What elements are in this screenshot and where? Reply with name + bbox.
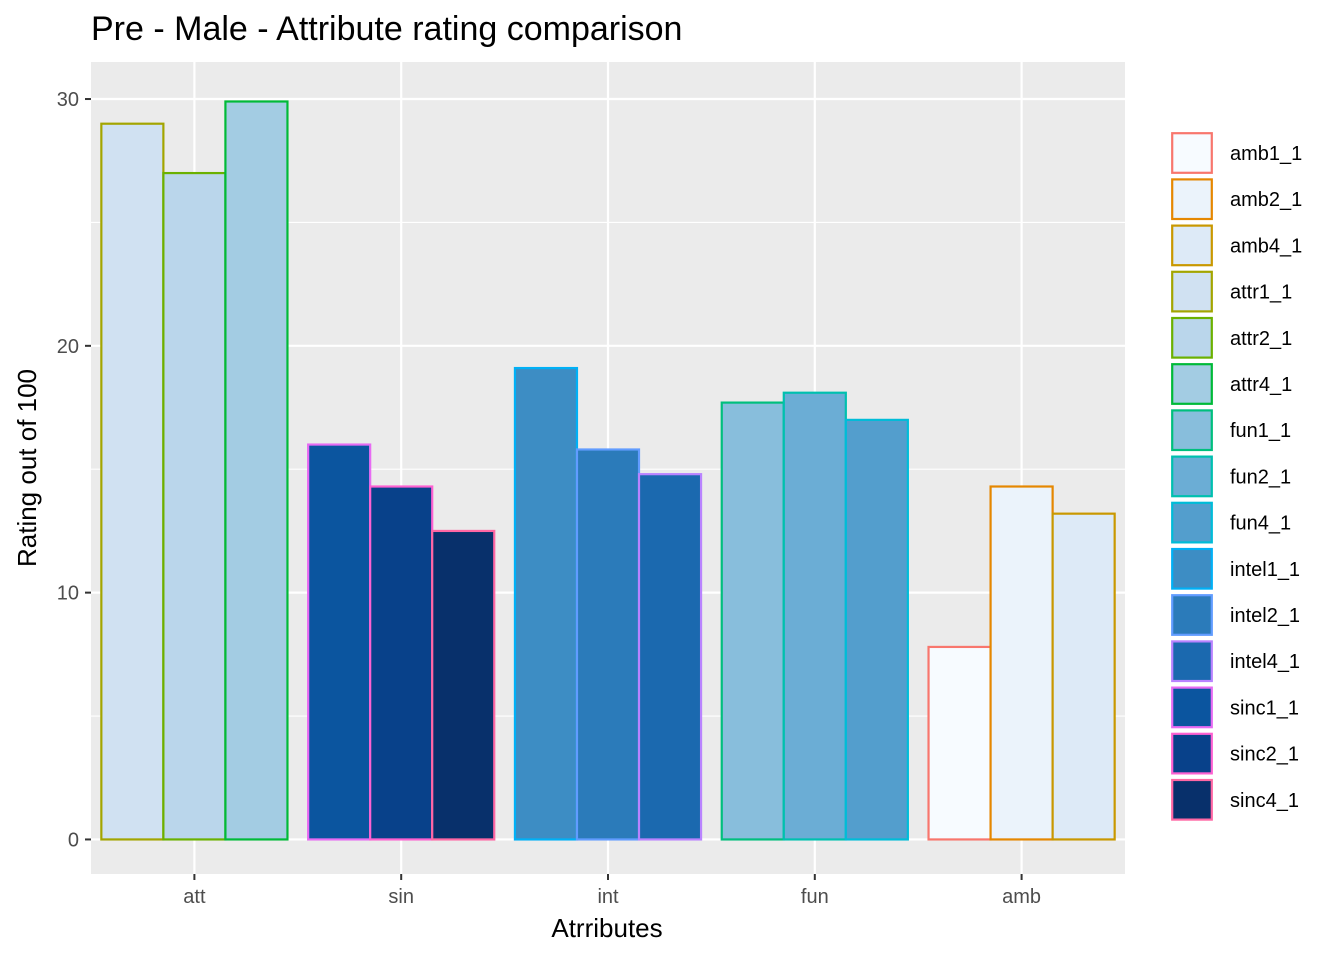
legend-label: fun4_1: [1230, 513, 1291, 535]
legend-label: intel4_1: [1230, 651, 1300, 673]
y-tick-label: 10: [57, 583, 79, 605]
legend-key-amb4_1: [1171, 224, 1213, 267]
x-tick-label: int: [597, 886, 619, 908]
x-axis: att sin int fun amb: [183, 874, 1041, 908]
bar-intel2_1: [575, 448, 641, 841]
bar-sinc2_1: [369, 485, 434, 841]
y-axis: 0 10 20 30: [57, 89, 91, 851]
legend-label: sinc2_1: [1230, 744, 1299, 766]
legend-key-attr2_1: [1171, 316, 1213, 359]
legend-label: attr2_1: [1230, 328, 1292, 350]
legend-key-intel4_1: [1171, 640, 1213, 683]
legend-label: amb4_1: [1230, 235, 1302, 257]
y-tick-label: 30: [57, 89, 79, 111]
legend-key-fun4_1: [1171, 501, 1213, 544]
bars-group: [100, 100, 1116, 841]
legend-key-sinc4_1: [1171, 778, 1213, 821]
legend-label: attr1_1: [1230, 282, 1292, 304]
bar-fun1_1: [720, 401, 785, 841]
y-tick-label: 20: [57, 336, 79, 358]
legend-label: intel1_1: [1230, 559, 1300, 581]
bar-intel4_1: [637, 473, 703, 841]
bar-attr1_1: [100, 122, 165, 841]
bar-sinc1_1: [307, 443, 372, 841]
x-tick-label: amb: [1002, 886, 1041, 908]
legend-label: fun1_1: [1230, 420, 1291, 442]
legend-key-sinc2_1: [1171, 732, 1213, 775]
legend-key-attr1_1: [1171, 270, 1213, 313]
bar-fun2_1: [782, 391, 847, 841]
bar-attr2_1: [162, 171, 227, 841]
chart-title: Pre - Male - Attribute rating comparison: [91, 10, 682, 48]
legend-key-amb2_1: [1171, 178, 1213, 221]
legend-label: sinc4_1: [1230, 790, 1299, 812]
legend-key-amb1_1: [1171, 132, 1213, 174]
bar-amb2_1: [989, 485, 1054, 841]
legend-label: intel2_1: [1230, 605, 1300, 627]
legend-label: attr4_1: [1230, 374, 1292, 396]
legend-label: fun2_1: [1230, 466, 1291, 488]
x-tick-label: sin: [388, 886, 414, 908]
legend-key-intel1_1: [1171, 547, 1213, 590]
legend: amb1_1 amb2_1 amb4_1 attr1_1 attr2_1 attr4_1f…: [1171, 132, 1302, 821]
y-axis-title: Rating out of 100: [12, 369, 42, 567]
legend-key-sinc1_1: [1171, 686, 1213, 729]
bar-attr4_1: [224, 100, 289, 841]
legend-key-fun2_1: [1171, 455, 1213, 498]
legend-label: amb1_1: [1230, 143, 1302, 165]
legend-label: sinc1_1: [1230, 697, 1299, 719]
x-tick-label: att: [183, 886, 206, 908]
bar-amb1_1: [927, 645, 992, 841]
bar-intel1_1: [513, 366, 579, 841]
bar-amb4_1: [1051, 512, 1116, 841]
bar-sinc4_1: [431, 529, 496, 841]
y-tick-label: 0: [68, 829, 79, 851]
bar-fun4_1: [844, 418, 909, 841]
legend-key-fun1_1: [1171, 409, 1213, 452]
x-axis-title: Atrributes: [551, 913, 662, 943]
legend-label: amb2_1: [1230, 189, 1302, 211]
legend-key-intel2_1: [1171, 594, 1213, 636]
legend-key-attr4_1: [1171, 363, 1213, 405]
x-tick-label: fun: [801, 886, 829, 908]
